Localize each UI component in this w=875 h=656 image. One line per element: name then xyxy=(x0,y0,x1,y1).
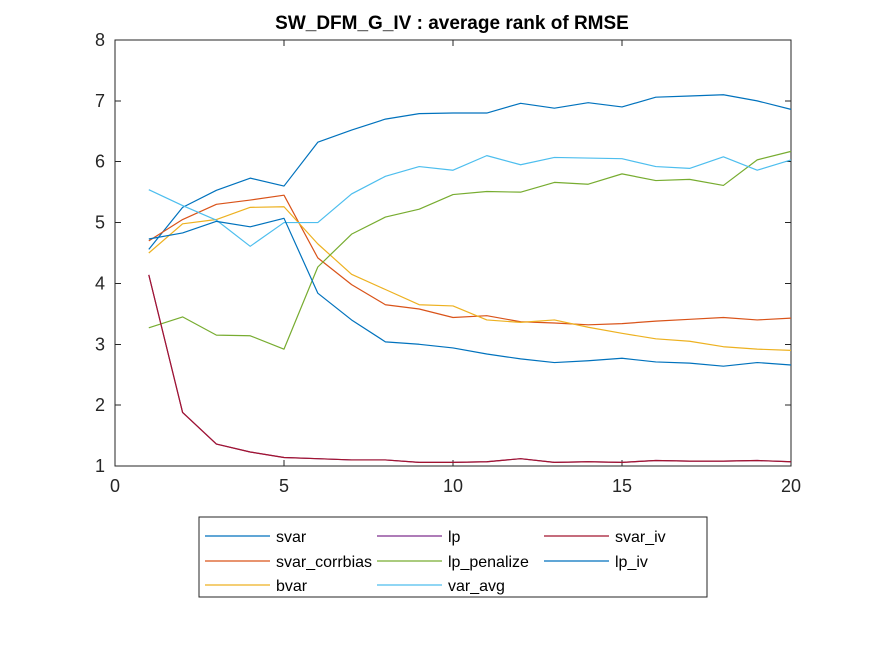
series-line-lp-penalize xyxy=(148,150,792,350)
series-line-lp xyxy=(148,274,792,463)
x-tick-label: 10 xyxy=(443,476,463,496)
series-line-svar-iv xyxy=(148,274,792,463)
legend-label-lp: lp xyxy=(448,529,461,546)
series-line-bvar xyxy=(148,206,792,351)
legend-label-lp-penalize: lp_penalize xyxy=(448,554,529,571)
y-tick-label: 4 xyxy=(95,273,105,293)
legend-box xyxy=(198,516,708,598)
y-tick-label: 5 xyxy=(95,213,105,233)
legend: svar lp svar_iv svar_corrbias lp_penalize lp_… xyxy=(198,516,708,598)
series-line-var-avg xyxy=(148,155,792,247)
plot-box xyxy=(114,39,792,467)
legend-label-svar: svar xyxy=(276,529,307,546)
y-tick-label: 3 xyxy=(95,334,105,354)
series-line-svar xyxy=(148,94,792,250)
legend-label-var-avg: var_avg xyxy=(448,578,505,595)
y-tick-label: 6 xyxy=(95,152,105,172)
series-line-lp-iv xyxy=(148,217,792,367)
x-tick-label: 5 xyxy=(279,476,289,496)
legend-label-bvar: bvar xyxy=(276,578,308,595)
y-tick-label: 1 xyxy=(95,456,105,476)
legend-label-lp-iv: lp_iv xyxy=(615,554,648,571)
x-tick-label: 0 xyxy=(110,476,120,496)
y-tick-label: 8 xyxy=(95,30,105,50)
series-line-svar-corrbias xyxy=(148,194,792,326)
x-tick-label: 15 xyxy=(612,476,632,496)
y-tick-label: 7 xyxy=(95,91,105,111)
legend-label-svar-iv: svar_iv xyxy=(615,529,666,546)
legend-label-svar-corrbias: svar_corrbias xyxy=(276,554,372,571)
plot-area: 0 5 10 15 20 1 2 3 4 5 6 7 8 xyxy=(95,30,801,496)
y-tick-label: 2 xyxy=(95,395,105,415)
chart-title: SW_DFM_G_IV : average rank of RMSE xyxy=(275,13,629,34)
x-tick-label: 20 xyxy=(781,476,801,496)
